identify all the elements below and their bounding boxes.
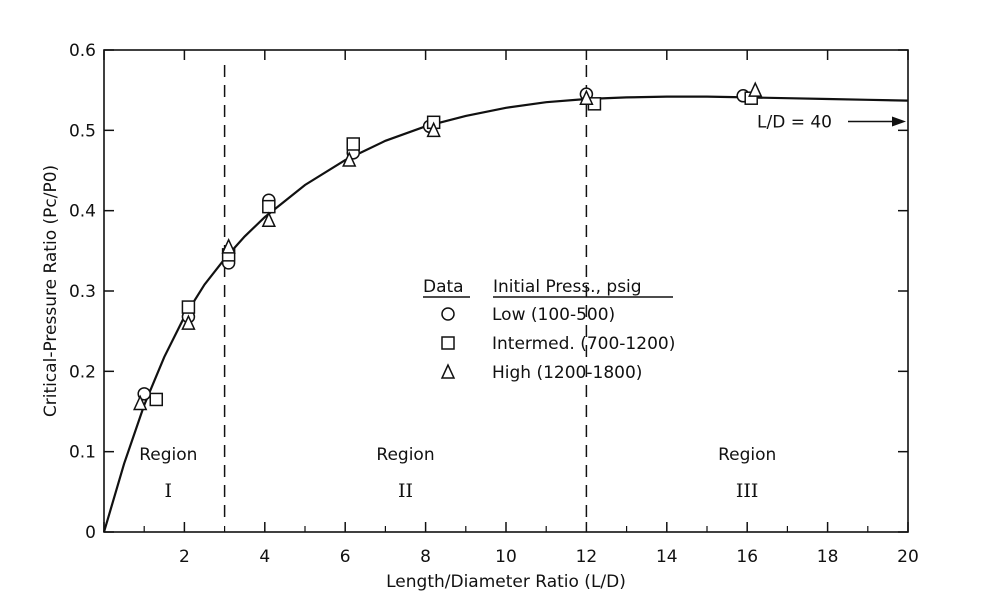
- x-tick-label: 12: [576, 547, 598, 567]
- region-numeral: II: [398, 480, 413, 502]
- x-tick-label: 4: [259, 547, 270, 567]
- data-point-triangle: [342, 151, 357, 167]
- x-tick-label: 18: [817, 547, 839, 567]
- data-point-triangle: [133, 394, 148, 411]
- legend-entry-label: Low (100-500): [492, 305, 615, 325]
- data-point-triangle: [426, 121, 441, 138]
- y-tick-label: 0.6: [69, 41, 96, 61]
- region-label: Region: [139, 445, 197, 465]
- y-tick-label: 0.2: [69, 362, 96, 382]
- x-tick-label: 20: [897, 547, 919, 567]
- region-label: Region: [376, 445, 434, 465]
- data-point-triangle: [579, 89, 594, 105]
- x-tick-label: 2: [179, 547, 190, 567]
- y-axis-label: Critical-Pressure Ratio (Pc/P0): [41, 165, 61, 417]
- legend-header-data: Data: [423, 277, 464, 297]
- legend-entry-label: Intermed. (700-1200): [492, 334, 675, 354]
- region-label: Region: [718, 445, 776, 465]
- y-tick-label: 0.3: [69, 282, 96, 302]
- data-point-triangle: [261, 211, 276, 228]
- x-tick-label: 14: [656, 547, 678, 567]
- data-point-square: [262, 199, 276, 214]
- data-point-square: [346, 137, 360, 151]
- region-numeral: III: [736, 480, 759, 502]
- data-point-triangle: [181, 314, 196, 330]
- y-tick-label: 0.1: [69, 443, 96, 463]
- x-tick-label: 6: [340, 547, 351, 567]
- data-point-square: [181, 300, 196, 314]
- data-point-square: [149, 392, 164, 407]
- x-tick-label: 8: [420, 547, 431, 567]
- x-axis-label: Length/Diameter Ratio (L/D): [386, 572, 626, 592]
- legend-marker-square: [441, 336, 455, 350]
- legend-header-press: Initial Press., psig: [493, 277, 642, 297]
- annotation-ld40: L/D = 40: [757, 112, 832, 132]
- annotation-arrowhead: [892, 116, 906, 127]
- legend-marker-circle: [441, 307, 455, 321]
- legend-marker-triangle: [440, 363, 456, 379]
- data-point-triangle: [748, 81, 763, 97]
- legend-entry-label: High (1200-1800): [492, 363, 642, 383]
- region-numeral: I: [165, 480, 173, 502]
- x-tick-label: 16: [736, 547, 758, 567]
- data-point-triangle: [221, 238, 236, 254]
- x-tick-label: 10: [495, 547, 517, 567]
- y-tick-label: 0.4: [69, 202, 96, 222]
- y-tick-label: 0: [85, 523, 96, 543]
- y-tick-label: 0.5: [69, 121, 96, 141]
